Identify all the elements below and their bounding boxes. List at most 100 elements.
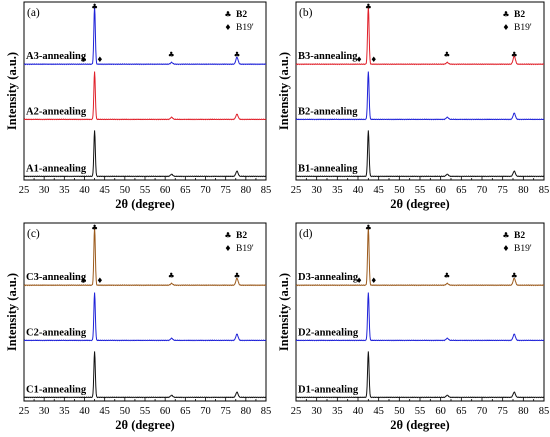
legend-label: B2 xyxy=(514,231,525,241)
x-tick-label: 55 xyxy=(415,406,426,417)
y-axis-label: Intensity (a.u.) xyxy=(5,273,19,351)
x-axis-label: 2θ (degree) xyxy=(115,418,174,432)
x-tick-label: 30 xyxy=(311,406,322,417)
x-tick-label: 35 xyxy=(59,185,70,196)
diamond-marker-icon: ♦ xyxy=(502,244,509,253)
legend-label: B2 xyxy=(236,10,247,20)
x-tick-label: 75 xyxy=(497,185,508,196)
panel-a: 25 30 35 40 45 50 55 60 65 70 75 80 85 2θ (degree) Int… xyxy=(5,1,271,211)
trace-label: D2-annealing xyxy=(298,327,359,338)
diamond-marker-icon: ♦ xyxy=(96,276,103,285)
x-tick-label: 45 xyxy=(99,185,110,196)
legend-label: B2 xyxy=(514,10,525,20)
x-tick-label: 45 xyxy=(99,406,110,417)
x-tick-label: 60 xyxy=(435,406,446,417)
legend-label: B19' xyxy=(236,23,254,33)
y-axis-label: Intensity (a.u.) xyxy=(5,52,19,130)
club-marker-icon: ♣ xyxy=(502,10,509,19)
legend-label: B2 xyxy=(236,231,247,241)
diamond-marker-icon: ♦ xyxy=(80,276,87,285)
diamond-marker-icon: ♦ xyxy=(356,276,363,285)
trace-line xyxy=(295,130,545,178)
x-tick-label: 65 xyxy=(456,406,467,417)
club-marker-icon: ♣ xyxy=(502,231,509,240)
x-tick-label: 70 xyxy=(477,406,488,417)
x-tick-label: 80 xyxy=(241,185,252,196)
x-axis-label: 2θ (degree) xyxy=(390,418,449,432)
trace-line xyxy=(23,6,267,66)
x-tick-label: 30 xyxy=(39,185,50,196)
y-axis-label: Intensity (a.u.) xyxy=(277,273,291,351)
club-marker-icon: ♣ xyxy=(365,223,372,232)
club-marker-icon: ♣ xyxy=(365,2,372,11)
x-tick-label: 80 xyxy=(518,406,529,417)
x-tick-label: 65 xyxy=(456,185,467,196)
x-tick-label: 50 xyxy=(120,185,131,196)
x-tick-label: 60 xyxy=(435,185,446,196)
y-axis-label: Intensity (a.u.) xyxy=(277,52,291,130)
x-tick-label: 85 xyxy=(261,406,272,417)
club-marker-icon: ♣ xyxy=(91,2,98,11)
panel-label: (c) xyxy=(27,228,40,240)
trace-label: C1-annealing xyxy=(26,384,87,395)
x-tick-label: 60 xyxy=(160,185,171,196)
trace-line xyxy=(295,351,545,399)
trace-line xyxy=(295,292,545,342)
legend-label: B19' xyxy=(514,23,532,33)
x-tick-label: 70 xyxy=(477,185,488,196)
x-tick-label: 50 xyxy=(120,406,131,417)
trace-line xyxy=(23,351,267,399)
trace-line xyxy=(23,71,267,121)
trace-label: B1-annealing xyxy=(298,163,358,174)
trace-label: B2-annealing xyxy=(298,106,358,117)
x-tick-label: 60 xyxy=(160,406,171,417)
trace-line xyxy=(295,227,545,287)
diamond-marker-icon: ♦ xyxy=(96,55,103,64)
panel-label: (b) xyxy=(299,7,313,19)
x-tick-label: 65 xyxy=(180,406,191,417)
x-tick-label: 30 xyxy=(311,185,322,196)
club-marker-icon: ♣ xyxy=(511,50,518,59)
diamond-marker-icon: ♦ xyxy=(370,276,377,285)
x-tick-label: 55 xyxy=(415,185,426,196)
x-tick-label: 65 xyxy=(180,185,191,196)
panel-d: 25 30 35 40 45 50 55 60 65 70 75 80 85 2θ (degree) Int… xyxy=(277,222,550,432)
trace-label: A1-annealing xyxy=(26,163,87,174)
x-tick-label: 80 xyxy=(518,185,529,196)
diamond-marker-icon: ♦ xyxy=(224,23,231,32)
x-tick-label: 55 xyxy=(140,406,151,417)
club-marker-icon: ♣ xyxy=(443,50,450,59)
x-tick-label: 85 xyxy=(539,406,550,417)
trace-line xyxy=(295,71,545,121)
panel-label: (a) xyxy=(27,7,40,19)
panel-c: 25 30 35 40 45 50 55 60 65 70 75 80 85 2θ (degree) Int… xyxy=(5,222,272,432)
club-marker-icon: ♣ xyxy=(168,271,175,280)
club-marker-icon: ♣ xyxy=(443,271,450,280)
x-tick-label: 50 xyxy=(394,406,405,417)
x-axis-label: 2θ (degree) xyxy=(115,197,174,211)
trace-label: A2-annealing xyxy=(26,106,87,117)
club-marker-icon: ♣ xyxy=(511,271,518,280)
trace-line xyxy=(23,292,267,342)
x-tick-label: 70 xyxy=(200,185,211,196)
panel-b: 25 30 35 40 45 50 55 60 65 70 75 80 85 2θ (degree) Int… xyxy=(277,1,549,211)
x-tick-label: 40 xyxy=(79,185,90,196)
diamond-marker-icon: ♦ xyxy=(356,55,363,64)
trace-label: C3-annealing xyxy=(26,272,87,283)
x-tick-label: 25 xyxy=(291,185,302,196)
trace-label: B3-annealing xyxy=(298,51,358,62)
x-tick-label: 55 xyxy=(140,185,151,196)
trace-label: D3-annealing xyxy=(298,272,359,283)
x-tick-label: 30 xyxy=(39,406,50,417)
diamond-marker-icon: ♦ xyxy=(370,55,377,64)
x-tick-label: 35 xyxy=(332,185,343,196)
trace-label: A3-annealing xyxy=(26,51,87,62)
club-marker-icon: ♣ xyxy=(224,231,231,240)
club-marker-icon: ♣ xyxy=(234,50,241,59)
x-tick-label: 75 xyxy=(220,185,231,196)
club-marker-icon: ♣ xyxy=(224,10,231,19)
x-tick-label: 45 xyxy=(373,185,384,196)
x-tick-label: 75 xyxy=(497,406,508,417)
